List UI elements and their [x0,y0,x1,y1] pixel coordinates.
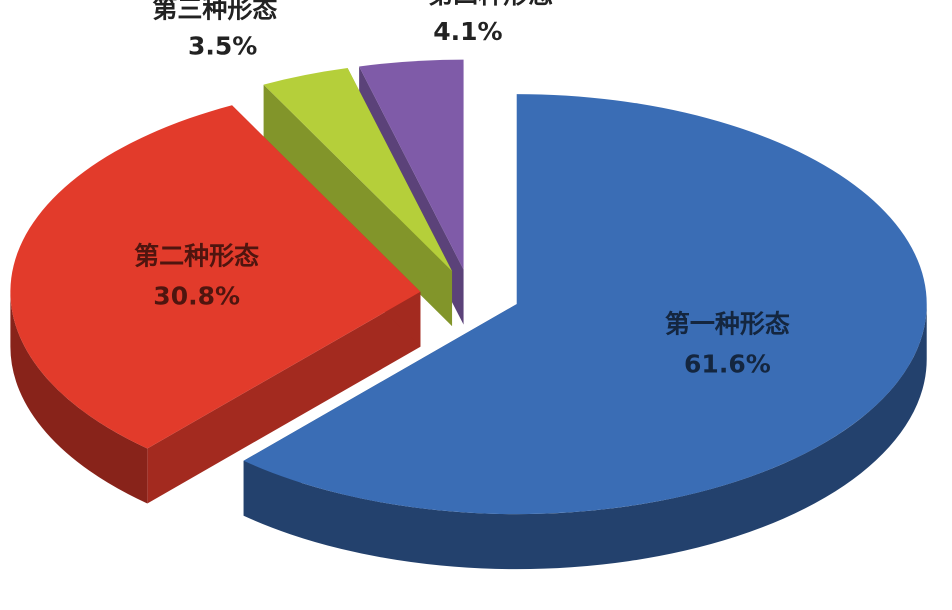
value-label: 61.6% [684,349,771,378]
slice [10,105,421,449]
value-label: 3.5% [188,31,257,60]
slice-side [147,291,421,504]
slice-label: 第二种形态 [134,241,259,270]
slice-wall [10,291,148,504]
slice [263,68,453,272]
slice-label: 第一种形态 [665,309,790,338]
slice [243,94,927,515]
slice [359,59,464,270]
value-label: 30.8% [153,281,240,310]
slice-label: 第四种形态 [428,0,553,9]
slice-label: 第三种形态 [152,0,277,23]
value-label: 4.1% [433,17,502,46]
slice-side [263,84,453,327]
slice-wall [243,304,927,570]
